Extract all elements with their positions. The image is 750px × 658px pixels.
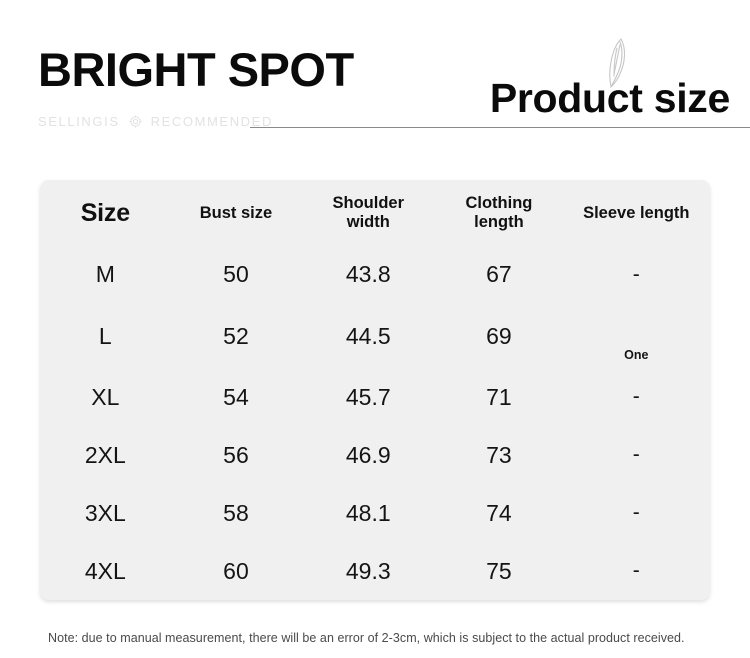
column-header-bust-line1: Bust size bbox=[199, 203, 273, 222]
brand-title: BRIGHT SPOT bbox=[38, 43, 354, 96]
cell-clothing: 73 bbox=[486, 441, 512, 468]
cell-bust: 56 bbox=[223, 441, 249, 468]
column-header-shoulder-width: Shoulder width bbox=[301, 180, 435, 246]
cell-clothing: 69 bbox=[486, 322, 512, 349]
table-header-row: Size Bust size Shoulder width Clothing l… bbox=[40, 180, 710, 246]
leaf-ornament-icon bbox=[595, 36, 635, 90]
cell-bust: 60 bbox=[223, 557, 249, 584]
size-chart-panel: Size Bust size Shoulder width Clothing l… bbox=[40, 180, 710, 600]
size-chart-table: Size Bust size Shoulder width Clothing l… bbox=[40, 180, 710, 600]
table-row: M 50 43.8 67 - bbox=[40, 246, 710, 304]
column-header-bust-size: Bust size bbox=[171, 180, 302, 246]
cell-clothing: 67 bbox=[486, 261, 512, 288]
cell-size: 4XL bbox=[84, 557, 126, 584]
column-header-clothing-line1: Clothing bbox=[465, 194, 533, 213]
brand-subtitle: SELLINGIS RECOMMENDED bbox=[38, 114, 273, 129]
column-header-sleeve-line1: Sleeve length bbox=[583, 203, 690, 222]
cell-size: 2XL bbox=[84, 441, 126, 468]
cell-shoulder: 48.1 bbox=[345, 499, 391, 526]
column-header-size: Size bbox=[40, 180, 171, 246]
table-row: XL 54 45.7 71 - bbox=[40, 368, 710, 426]
cell-sleeve: - bbox=[632, 559, 640, 582]
cell-clothing: 71 bbox=[486, 383, 512, 410]
cell-shoulder: 49.3 bbox=[345, 557, 391, 584]
cell-shoulder: 46.9 bbox=[345, 441, 391, 468]
cell-sleeve: - bbox=[632, 385, 640, 409]
column-header-clothing-line2: length bbox=[474, 213, 524, 231]
table-row: L 52 44.5 69 One bbox=[40, 304, 710, 368]
column-header-shoulder-line1: Shoulder bbox=[332, 194, 405, 213]
table-row: 4XL 60 49.3 75 - bbox=[40, 542, 710, 600]
column-header-shoulder-line2: width bbox=[346, 213, 390, 231]
section-title: Product size bbox=[489, 75, 730, 121]
cell-sleeve: One bbox=[624, 348, 649, 363]
cell-size: 3XL bbox=[84, 499, 126, 526]
cell-size: L bbox=[98, 322, 112, 349]
cell-bust: 50 bbox=[223, 261, 249, 288]
table-row: 2XL 56 46.9 73 - bbox=[40, 426, 710, 484]
column-header-size-line1: Size bbox=[80, 198, 130, 227]
cell-sleeve: - bbox=[632, 262, 640, 286]
cell-bust: 52 bbox=[223, 322, 249, 349]
cell-size: XL bbox=[91, 383, 120, 410]
cell-bust: 54 bbox=[223, 383, 249, 410]
cell-sleeve: - bbox=[632, 501, 640, 525]
cell-size: M bbox=[95, 261, 115, 288]
page-header: BRIGHT SPOT SELLINGIS RECOMMENDED Pro bbox=[0, 0, 750, 165]
column-header-sleeve-length: Sleeve length bbox=[563, 180, 710, 246]
cell-sleeve: - bbox=[632, 443, 640, 467]
column-header-clothing-length: Clothing length bbox=[435, 180, 562, 246]
cell-bust: 58 bbox=[223, 499, 249, 526]
title-divider bbox=[250, 127, 750, 128]
table-row: 3XL 58 48.1 74 - bbox=[40, 484, 710, 542]
brand-subtitle-left: SELLINGIS bbox=[38, 114, 120, 129]
measurement-note: Note: due to manual measurement, there w… bbox=[48, 631, 685, 645]
cell-clothing: 75 bbox=[486, 557, 512, 584]
cell-shoulder: 44.5 bbox=[345, 322, 391, 349]
gear-circle-icon bbox=[129, 115, 142, 128]
brand-subtitle-right: RECOMMENDED bbox=[150, 114, 273, 129]
cell-clothing: 74 bbox=[486, 499, 512, 526]
cell-shoulder: 45.7 bbox=[345, 383, 391, 410]
cell-shoulder: 43.8 bbox=[345, 261, 391, 288]
